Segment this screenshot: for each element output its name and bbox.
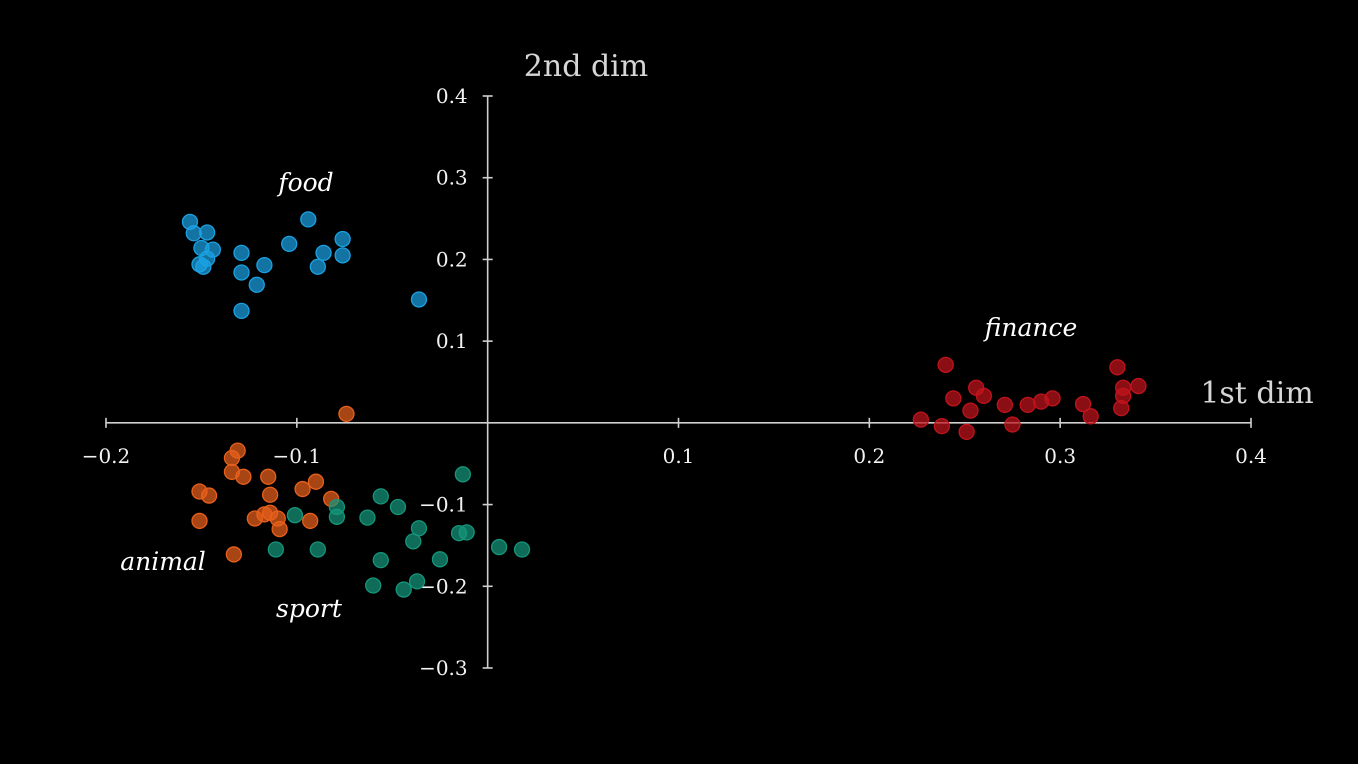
- animal-point: [338, 405, 355, 423]
- x-tick-label: 0.1: [663, 444, 695, 468]
- sport-point: [395, 581, 412, 598]
- food-point: [410, 291, 428, 308]
- sport-point: [389, 498, 407, 516]
- food-point: [315, 244, 332, 262]
- finance-point: [912, 411, 930, 428]
- y-axis-title: 2nd dim: [524, 49, 648, 84]
- food-point: [233, 244, 250, 262]
- finance-point: [1130, 377, 1147, 395]
- animal-point: [307, 473, 325, 490]
- food-point: [334, 230, 351, 248]
- food-point: [198, 224, 216, 241]
- finance-point: [1109, 359, 1126, 376]
- animal-point: [223, 449, 241, 467]
- animal-point: [261, 486, 279, 503]
- finance-point: [1044, 390, 1061, 407]
- axes: −0.2 −0.1 0.1 0.2 0.3 0.4 0.40.30.20.1−0.1−0.…: [82, 49, 1314, 680]
- food-point: [281, 235, 298, 253]
- sport-point: [454, 466, 472, 483]
- cluster-label-food: food: [276, 168, 333, 197]
- animal-point: [271, 520, 288, 538]
- finance-point: [975, 387, 992, 405]
- animal-point: [302, 512, 319, 530]
- sport-point: [372, 551, 389, 569]
- y-tick-label: −0.1: [419, 493, 468, 517]
- sport-point: [458, 524, 475, 541]
- food-point: [309, 258, 326, 275]
- sport-point: [513, 541, 531, 558]
- finance-point: [1082, 408, 1099, 425]
- sport-point: [372, 488, 389, 505]
- y-tick-label: 0.2: [436, 247, 468, 271]
- food-point: [256, 256, 273, 274]
- food-point: [300, 211, 317, 228]
- x-tick-label: −0.1: [273, 444, 322, 468]
- animal-point: [260, 468, 277, 485]
- data-points: [181, 211, 1147, 598]
- cluster-labels: food finance animal sport: [120, 168, 1077, 623]
- y-ticks: 0.4 0.3 0.2 0.1 −0.1 −0.2 −0.3: [419, 84, 493, 680]
- cluster-label-finance: finance: [983, 313, 1078, 342]
- sport-point: [490, 538, 508, 556]
- sport-point: [408, 573, 426, 590]
- y-tick-label: 0.1: [436, 329, 468, 353]
- y-tick-label: 0.4: [436, 84, 468, 108]
- finance-point: [1074, 395, 1092, 413]
- x-tick-label: 0.3: [1044, 444, 1076, 468]
- y-tick-label: 0.3: [436, 166, 468, 190]
- sport-point: [309, 541, 326, 558]
- animal-point: [235, 468, 252, 485]
- sport-point: [359, 509, 376, 526]
- finance-point: [1004, 416, 1021, 433]
- finance-point: [937, 356, 954, 373]
- sport-point: [267, 541, 284, 558]
- finance-point: [933, 417, 950, 435]
- finance-point: [1019, 396, 1036, 414]
- animal-point: [200, 487, 218, 504]
- finance-point: [1113, 399, 1130, 417]
- x-tick-label: −0.2: [82, 444, 131, 468]
- finance-point: [945, 390, 962, 407]
- sport-point: [365, 577, 382, 594]
- finance-point: [962, 402, 979, 419]
- animal-point: [225, 546, 243, 563]
- x-tick-label: 0.2: [853, 444, 885, 468]
- x-axis-title: 1st dim: [1200, 376, 1313, 411]
- y-tick-label: −0.3: [419, 656, 468, 680]
- cluster-label-sport: sport: [276, 594, 343, 623]
- food-point: [248, 276, 265, 293]
- animal-point: [191, 512, 208, 530]
- animal-point: [294, 480, 311, 498]
- food-point: [195, 258, 212, 275]
- x-tick-label: 0.4: [1235, 444, 1267, 468]
- y-tick-label: −0.2: [419, 574, 468, 598]
- food-point: [233, 302, 250, 320]
- sport-point: [328, 508, 346, 525]
- cluster-label-animal: animal: [120, 547, 206, 576]
- x-ticks: −0.2 −0.1 0.1 0.2 0.3 0.4: [82, 417, 1267, 468]
- sport-point: [431, 551, 449, 568]
- sport-point: [410, 520, 428, 537]
- food-point: [233, 264, 250, 281]
- food-point: [334, 247, 351, 264]
- sport-point: [286, 507, 304, 524]
- finance-point: [958, 423, 975, 440]
- finance-point: [996, 396, 1013, 414]
